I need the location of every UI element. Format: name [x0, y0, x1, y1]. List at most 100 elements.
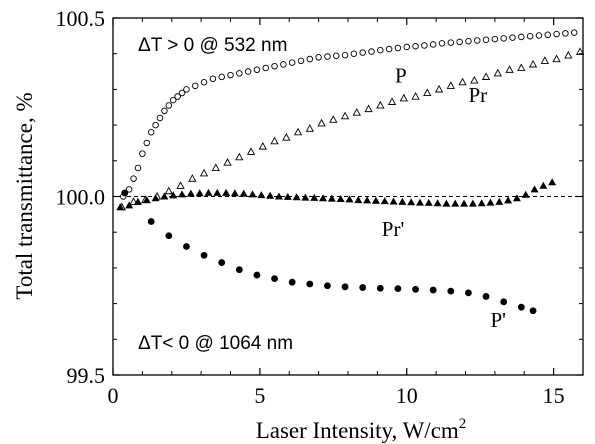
data-point — [209, 75, 217, 82]
data-point — [505, 65, 514, 73]
data-point — [156, 114, 164, 122]
data-point — [562, 30, 569, 37]
data-point — [350, 50, 358, 57]
data-point — [306, 55, 314, 63]
data-point — [429, 286, 437, 294]
data-point — [412, 42, 419, 50]
data-point — [329, 115, 338, 123]
data-point — [306, 280, 314, 288]
data-point — [169, 96, 177, 104]
data-point — [458, 77, 467, 86]
data-point — [468, 199, 477, 207]
data-point — [465, 289, 472, 297]
data-point — [271, 62, 278, 70]
x-axis-title: Laser Intensity, W/cm2 — [256, 416, 467, 443]
data-point — [517, 63, 526, 72]
data-point — [257, 191, 266, 199]
data-point — [451, 199, 460, 207]
data-point — [354, 196, 363, 204]
data-point — [191, 82, 199, 90]
data-point — [178, 190, 187, 198]
x-tick-label: 15 — [543, 383, 565, 408]
data-point — [333, 52, 340, 60]
data-point — [288, 278, 296, 286]
data-point — [446, 81, 455, 89]
data-point — [262, 64, 270, 72]
data-point — [518, 33, 525, 41]
series-3 — [121, 189, 537, 315]
data-point — [327, 194, 336, 202]
data-point — [504, 196, 513, 204]
data-point — [174, 93, 181, 100]
data-point — [271, 275, 278, 283]
data-point — [424, 198, 433, 206]
data-point — [116, 203, 125, 211]
data-point — [293, 127, 303, 136]
data-point — [500, 35, 507, 42]
data-point — [512, 194, 521, 202]
data-point — [415, 198, 424, 206]
series-label: P' — [490, 308, 505, 332]
data-point — [188, 174, 197, 182]
data-point — [387, 97, 397, 105]
data-point — [491, 35, 499, 43]
data-point — [411, 92, 420, 100]
data-point — [434, 84, 444, 93]
data-point — [297, 57, 305, 65]
x-tick-label: 10 — [396, 383, 418, 408]
data-point — [315, 54, 322, 61]
y-tick-label: 100.0 — [56, 185, 106, 210]
series-2 — [116, 178, 557, 211]
data-point — [160, 192, 169, 200]
data-point — [552, 54, 561, 63]
data-point — [398, 197, 407, 205]
data-point — [575, 47, 585, 55]
data-point — [371, 196, 380, 204]
data-point — [493, 68, 502, 77]
axes: 0 5 10 15 99.5 100.0 100.5 — [56, 6, 584, 408]
data-point — [236, 70, 243, 77]
data-point — [258, 141, 267, 150]
data-point — [218, 259, 226, 266]
data-point — [165, 232, 173, 240]
data-point — [211, 163, 220, 171]
data-point — [183, 243, 190, 250]
x-tick-label: 0 — [108, 383, 119, 408]
data-point — [336, 194, 345, 202]
data-point — [345, 195, 354, 203]
data-marks: P Pr Pr' P' — [113, 29, 585, 332]
data-point — [246, 147, 256, 155]
data-point — [169, 191, 178, 199]
data-point — [248, 190, 257, 198]
series-1 — [117, 47, 585, 211]
data-point — [385, 45, 393, 53]
data-point — [130, 175, 137, 182]
data-point — [363, 196, 372, 204]
data-point — [470, 75, 479, 84]
data-point — [359, 49, 366, 56]
series-0 — [120, 29, 578, 200]
data-point — [517, 303, 525, 311]
data-point — [540, 56, 549, 64]
data-point — [125, 201, 134, 209]
data-point — [235, 152, 244, 161]
data-point — [324, 282, 331, 290]
data-point — [456, 38, 463, 46]
data-point — [423, 88, 432, 97]
y-tick-label: 99.5 — [67, 363, 106, 388]
data-point — [380, 197, 389, 205]
data-point — [486, 198, 495, 206]
data-point — [282, 133, 291, 141]
data-point — [227, 71, 234, 79]
y-axis-title: Total transmittance, % — [12, 92, 37, 299]
data-point — [407, 198, 416, 206]
annotation-532: ΔT > 0 @ 532 nm — [138, 35, 287, 56]
data-point — [477, 199, 486, 207]
data-point — [447, 39, 455, 46]
data-point — [482, 36, 490, 44]
data-point — [394, 44, 402, 52]
data-point — [500, 298, 508, 306]
data-point — [199, 168, 209, 177]
data-point — [539, 181, 548, 189]
data-point — [239, 189, 248, 197]
